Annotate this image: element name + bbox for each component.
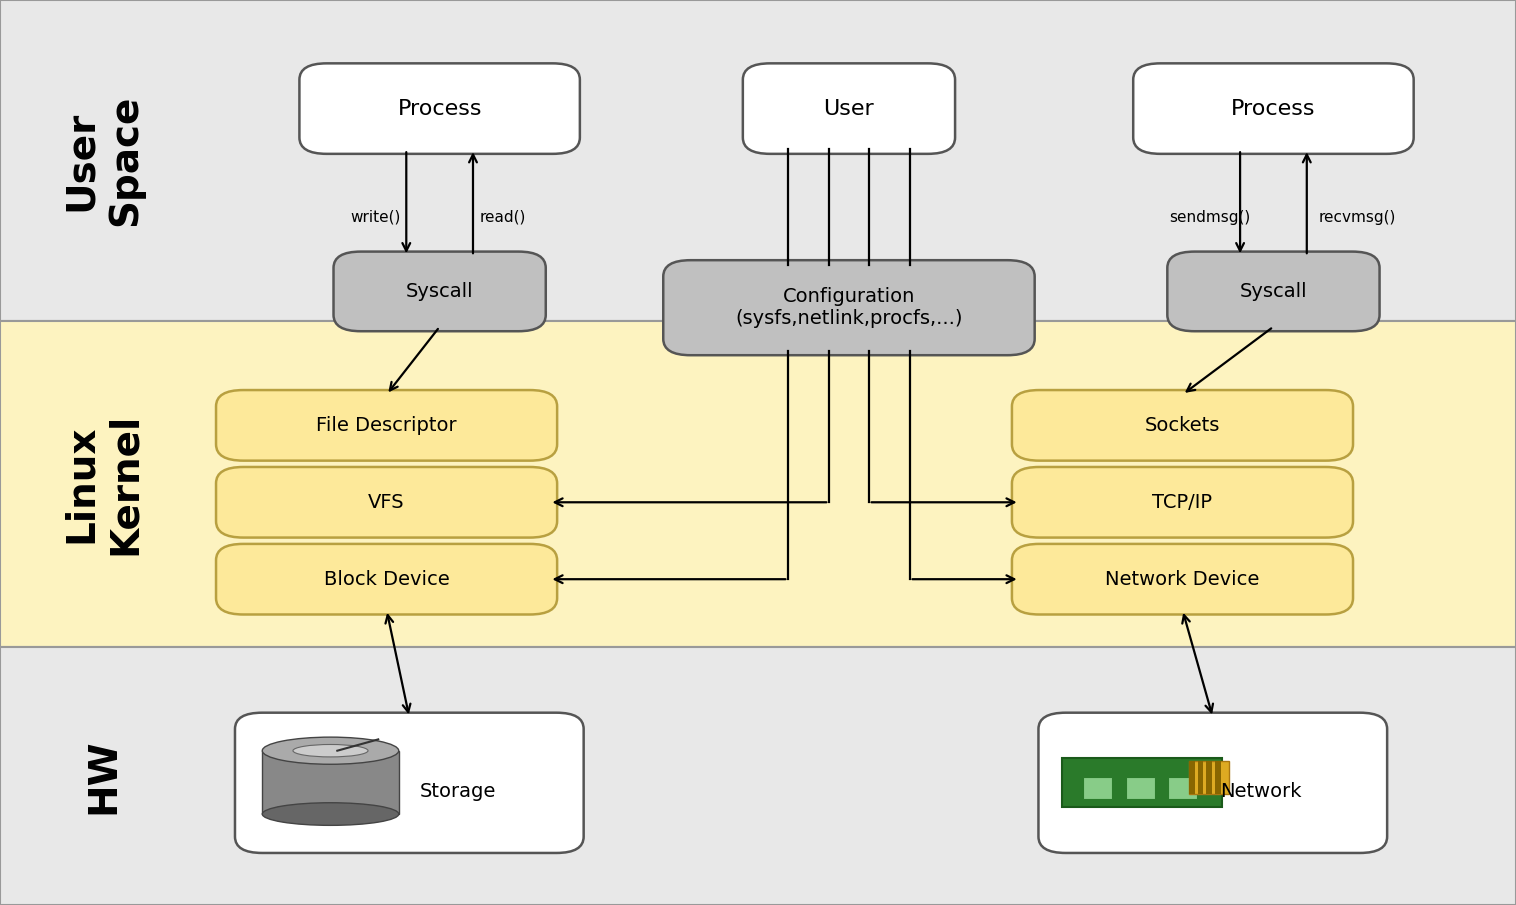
Text: TCP/IP: TCP/IP <box>1152 493 1213 511</box>
Text: read(): read() <box>481 210 526 224</box>
FancyBboxPatch shape <box>299 63 579 154</box>
Text: Configuration
(sysfs,netlink,procfs,...): Configuration (sysfs,netlink,procfs,...) <box>735 287 963 329</box>
Ellipse shape <box>262 803 399 825</box>
Text: Storage: Storage <box>420 783 496 801</box>
FancyBboxPatch shape <box>1013 467 1352 538</box>
Text: Process: Process <box>397 99 482 119</box>
Text: User
Space: User Space <box>62 95 144 226</box>
FancyBboxPatch shape <box>217 544 558 614</box>
Text: Process: Process <box>1231 99 1316 119</box>
Bar <box>1125 777 1155 799</box>
Text: Sockets: Sockets <box>1145 416 1220 434</box>
Bar <box>262 751 399 814</box>
Bar <box>1167 777 1196 799</box>
FancyBboxPatch shape <box>235 713 584 853</box>
Bar <box>1189 761 1195 794</box>
Text: Network Device: Network Device <box>1105 570 1260 588</box>
Text: Syscall: Syscall <box>1240 282 1307 300</box>
FancyBboxPatch shape <box>1038 713 1387 853</box>
Text: recvmsg(): recvmsg() <box>1317 210 1396 224</box>
Text: HW: HW <box>83 738 123 814</box>
Text: Linux
Kernel: Linux Kernel <box>62 413 144 556</box>
Bar <box>1084 777 1113 799</box>
Bar <box>1189 761 1229 794</box>
Text: Syscall: Syscall <box>406 282 473 300</box>
FancyBboxPatch shape <box>664 261 1034 355</box>
FancyBboxPatch shape <box>217 390 558 461</box>
FancyBboxPatch shape <box>334 252 546 331</box>
Text: VFS: VFS <box>368 493 405 511</box>
FancyBboxPatch shape <box>217 467 558 538</box>
Ellipse shape <box>262 737 399 764</box>
Bar <box>0 647 1516 905</box>
Text: write(): write() <box>350 210 402 224</box>
FancyBboxPatch shape <box>1167 252 1380 331</box>
FancyBboxPatch shape <box>1013 390 1352 461</box>
Text: Network: Network <box>1220 783 1302 801</box>
FancyBboxPatch shape <box>743 63 955 154</box>
Text: User: User <box>823 99 875 119</box>
Bar <box>1198 761 1204 794</box>
Bar <box>0 0 1516 321</box>
Bar <box>1207 761 1213 794</box>
FancyBboxPatch shape <box>1013 544 1352 614</box>
Bar <box>1061 758 1222 807</box>
Bar <box>1214 761 1220 794</box>
Bar <box>0 321 1516 647</box>
Text: Block Device: Block Device <box>324 570 449 588</box>
Ellipse shape <box>293 745 368 757</box>
FancyBboxPatch shape <box>1132 63 1413 154</box>
Text: sendmsg(): sendmsg() <box>1169 210 1251 224</box>
Text: File Descriptor: File Descriptor <box>317 416 456 434</box>
